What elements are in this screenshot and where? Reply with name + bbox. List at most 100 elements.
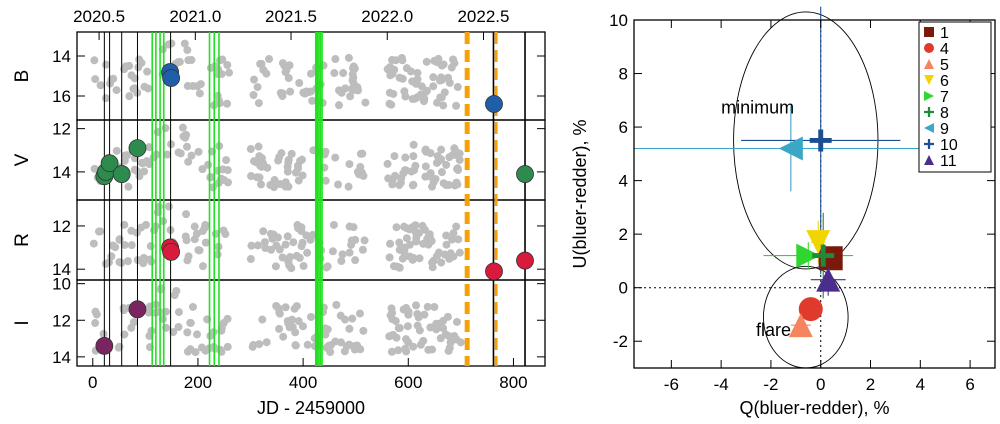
event-lines xyxy=(103,32,526,366)
background-point xyxy=(247,241,256,250)
background-point xyxy=(200,223,209,232)
background-point xyxy=(439,324,448,333)
y-tick-label: 2 xyxy=(619,225,628,244)
background-point xyxy=(111,243,120,252)
background-point xyxy=(353,83,362,92)
background-point xyxy=(299,261,308,270)
background-point xyxy=(443,312,452,321)
background-point xyxy=(298,155,307,164)
background-point xyxy=(255,340,264,349)
highlight-point-I xyxy=(95,336,114,355)
y-tick-label: 14 xyxy=(52,348,71,367)
legend-label: 9 xyxy=(940,121,949,138)
background-point xyxy=(454,166,463,175)
background-point xyxy=(247,172,256,181)
background-point xyxy=(430,302,439,311)
background-point xyxy=(127,71,136,80)
data-point-4 xyxy=(798,297,823,322)
background-point xyxy=(353,167,362,176)
y-tick-label: 14 xyxy=(52,260,71,279)
background-point xyxy=(433,152,442,161)
background-point xyxy=(246,145,255,154)
x-tick-label: -4 xyxy=(714,375,729,394)
background-point xyxy=(186,318,195,327)
background-point xyxy=(388,69,397,78)
legend-marker-8 xyxy=(924,107,934,117)
background-point xyxy=(282,65,291,74)
background-point xyxy=(223,166,232,175)
background-point xyxy=(107,75,116,84)
background-point xyxy=(439,179,448,188)
background-point xyxy=(452,317,461,326)
background-point xyxy=(321,176,330,185)
background-point xyxy=(413,68,422,77)
highlight-point-V xyxy=(128,139,147,158)
background-point xyxy=(279,332,288,341)
background-points-V xyxy=(90,123,464,192)
x-tick-label: 800 xyxy=(499,373,527,392)
background-point xyxy=(101,259,110,268)
background-point xyxy=(452,101,461,110)
background-point xyxy=(408,77,417,86)
background-point xyxy=(323,262,332,271)
background-point xyxy=(183,328,192,337)
background-point xyxy=(439,101,448,110)
background-point xyxy=(257,162,266,171)
background-point xyxy=(150,226,159,235)
x-tick-label: 200 xyxy=(184,373,212,392)
background-point xyxy=(347,240,356,249)
background-point xyxy=(421,162,430,171)
background-point xyxy=(248,342,257,351)
legend-marker-5 xyxy=(924,59,934,69)
y-tick-label: 14 xyxy=(52,47,71,66)
background-point xyxy=(410,166,419,175)
background-point xyxy=(223,314,232,323)
background-point xyxy=(254,99,263,108)
background-point xyxy=(145,143,154,152)
background-point xyxy=(448,235,457,244)
background-point xyxy=(201,346,210,355)
background-point xyxy=(107,252,116,261)
highlight-point-I xyxy=(128,300,147,319)
background-point xyxy=(91,307,100,316)
background-point xyxy=(182,142,191,151)
band-label-R: R xyxy=(12,233,33,247)
background-point xyxy=(452,222,461,231)
background-point xyxy=(124,182,133,191)
background-point xyxy=(139,253,148,262)
x-tick-label: -6 xyxy=(664,375,679,394)
background-point xyxy=(129,84,138,93)
background-point xyxy=(286,87,295,96)
background-point xyxy=(119,306,128,315)
highlight-point-V xyxy=(100,154,119,173)
band-label-V: V xyxy=(12,153,33,166)
background-point xyxy=(184,157,193,166)
top-axis-label: 2021.0 xyxy=(169,7,221,26)
background-point xyxy=(328,247,337,256)
x-tick-label: 0 xyxy=(816,375,825,394)
background-point xyxy=(204,160,213,169)
x-tick-label: 400 xyxy=(289,373,317,392)
background-point xyxy=(273,233,282,242)
background-point xyxy=(453,83,462,92)
band-panel-R: 12 14 R xyxy=(12,199,546,281)
background-point xyxy=(302,87,311,96)
background-point xyxy=(418,221,427,230)
background-point xyxy=(338,250,347,259)
background-point xyxy=(455,149,464,158)
background-point xyxy=(353,341,362,350)
background-point xyxy=(164,202,173,211)
highlight-point-R xyxy=(162,242,181,261)
y-tick-label: 16 xyxy=(52,87,71,106)
background-point xyxy=(455,155,464,164)
background-point xyxy=(265,55,274,64)
background-point xyxy=(416,90,425,99)
background-point xyxy=(270,176,279,185)
background-point xyxy=(187,151,196,160)
background-point xyxy=(398,74,407,83)
y-tick-label: 12 xyxy=(52,311,71,330)
background-point xyxy=(415,254,424,263)
background-point xyxy=(455,248,464,257)
background-point xyxy=(437,93,446,102)
background-point xyxy=(385,99,394,108)
